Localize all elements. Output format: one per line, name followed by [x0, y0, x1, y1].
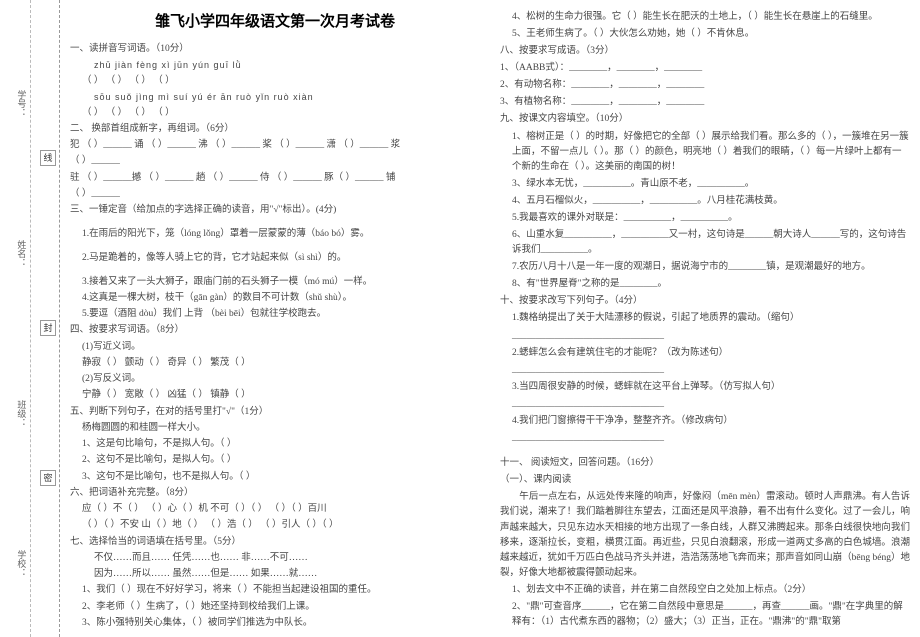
exam-title: 雏飞小学四年级语文第一次月考试卷: [70, 10, 480, 34]
s3-1: 1.在雨后的阳光下，笼（lóng lǒng）罩着一层蒙蒙的薄（báo bó）雾。: [70, 227, 480, 241]
s11-passage: 午后一点左右，从远处传来隆的响声，好像闷（mēn mèn）雷滚动。顿时人声鼎沸。…: [500, 490, 910, 581]
s8-3: 3、有植物名称：________，________，________: [500, 95, 910, 110]
s4-heading: 四、按要求写词语。（8分）: [70, 323, 480, 337]
s1-pinyin-1: zhū jiàn fèng xì jūn yún guī lǜ: [70, 58, 480, 72]
s10-3: 3.当四周很安静的时候，蟋蟀就在这平台上弹琴。（仿写拟人句）: [500, 380, 910, 395]
s11-heading: 十一、 阅读短文，回答问题。（16分）: [500, 456, 910, 471]
s7-opts2: 因为……所以…… 虽然……但是…… 如果……就……: [70, 567, 480, 581]
vlabel-id: 学号：: [14, 90, 28, 117]
s8-2: 2、有动物名称：________，________，________: [500, 78, 910, 93]
s10-2b: ________________________________: [500, 363, 910, 378]
s7-2: 2、李老师（ ）生病了，（ ）她还坚持到校给我们上课。: [70, 600, 480, 614]
s2-line-2: （ ）______: [70, 154, 480, 168]
s6-2: （ ）（ ）不安 山（ ）地（ ） （ ）浩（ ） （ ）引人（ ）（ ）: [70, 518, 480, 532]
s2-heading: 二、 换部首组成新字，再组词。（6分）: [70, 122, 480, 136]
s10-4: 4.我们把门窗擦得干干净净，整整齐齐。（修改病句）: [500, 414, 910, 429]
s5-2: 2、这句不是比喻句，是拟人句。（ ）: [70, 453, 480, 467]
s3-3: 3.接着又来了一头大狮子，跟庙门前的石头狮子一模（mó mú）一样。: [70, 275, 480, 289]
s7-1: 1、我们（ ）现在不好好学习，将来（ ）不能担当起建设祖国的重任。: [70, 583, 480, 597]
s9-3: 3、绿水本无忧，__________。青山原不老，__________。: [500, 177, 910, 192]
vbox-1: 线: [40, 150, 56, 166]
s6-1: 应（ ）不（ ） （ ）心（ ）机 不可（ ）（ ） （ ）（ ）百川: [70, 502, 480, 516]
vlabel-school: 学校：: [14, 550, 28, 577]
page-content: 雏飞小学四年级语文第一次月考试卷 一、读拼音写词语。（10分） zhū jiàn…: [70, 10, 910, 630]
s3-2: 2.马是跪着的，像等人骑上它的背，它才站起来似（sì shì）的。: [70, 251, 480, 265]
s1-pinyin-2: sōu suǒ jìng mì suí yú ér ān ruò yǐn ruò…: [70, 90, 480, 104]
s2-line-4: （ ）______: [70, 187, 480, 201]
s2-line-1: 犯 （ ）______ 诵 （ ）______ 沸 （ ）______ 桨 （ …: [70, 138, 480, 152]
binding-inner-line: [30, 0, 31, 637]
s5-heading: 五、判断下列句子，在对的括号里打"√"（1分）: [70, 405, 480, 419]
s9-8: 8、有"世界屋脊"之称的是________。: [500, 277, 910, 292]
r5: 5、王老师生病了。（ ）大伙怎么劝她，她（ ）不肯休息。: [500, 27, 910, 42]
s7-opts: 不仅……而且…… 任凭……也…… 非……不可……: [70, 551, 480, 565]
s10-1b: ________________________________: [500, 329, 910, 344]
s11-q1: 1、划去文中不正确的读音，并在第二自然段空白之处加上标点。（2分）: [500, 583, 910, 598]
s10-4b: ________________________________: [500, 431, 910, 446]
s5-1: 1、这是句比喻句，不是拟人句。（ ）: [70, 437, 480, 451]
s5-t: 杨梅圆圆的和桂圆一样大小。: [70, 421, 480, 435]
s9-1: 1、榕树正是（ ）的时期，好像把它的全部（ ）展示给我们看。那么多的（ ），一簇…: [500, 130, 910, 175]
right-column: 4、松树的生命力很强。它（ ）能生长在肥沃的土地上，（ ）能生长在悬崖上的石缝里…: [500, 10, 910, 630]
s10-1: 1.魏格纳提出了关于大陆漂移的假说，引起了地质界的震动。（缩句）: [500, 311, 910, 326]
s1-blanks-1: （ ） （ ） （ ） （ ）: [70, 74, 480, 88]
s8-1: 1、（AABB式）：________，________，________: [500, 61, 910, 76]
vbox-3: 密: [40, 470, 56, 486]
s1-blanks-2: （ ） （ ） （ ） （ ）: [70, 106, 480, 120]
s3-5: 5.要逗（酒阻 dòu）我们 上背 （bèi bēi）包就往学校跑去。: [70, 307, 480, 321]
s4-2: (2)写反义词。: [70, 372, 480, 386]
s9-4: 4、五月石榴似火，__________，__________。八月桂花满枝黄。: [500, 194, 910, 209]
s1-heading: 一、读拼音写词语。（10分）: [70, 42, 480, 56]
s9-6: 6、山重水复__________，__________又一村，这句诗是_____…: [500, 228, 910, 258]
s4-1l: 静寂（ ） 颤动（ ） 奇异（ ） 繁茂（ ）: [70, 356, 480, 370]
vlabel-class: 班级：: [14, 400, 28, 427]
s10-3b: ________________________________: [500, 397, 910, 412]
s4-1: (1)写近义词。: [70, 340, 480, 354]
s8-heading: 八、按要求写成语。（3分）: [500, 44, 910, 59]
s7-heading: 七、选择恰当的词语填在括号里。（5分）: [70, 535, 480, 549]
s2-line-3: 驻 （ ）______撼 （ ）______ 趟 （ ）______ 侍 （ ）…: [70, 171, 480, 185]
s9-5: 5.我最喜欢的课外对联是：__________，__________。: [500, 211, 910, 226]
s9-7: 7.农历八月十八是一年一度的观潮日，据说海宁市的________镇，是观潮最好的…: [500, 260, 910, 275]
s11-a: （一）、课内阅读: [500, 473, 910, 488]
r4: 4、松树的生命力很强。它（ ）能生长在肥沃的土地上，（ ）能生长在悬崖上的石缝里…: [500, 10, 910, 25]
vlabel-name: 姓名：: [14, 240, 28, 267]
s11-q2: 2、"鼎"可查音序______，它在第二自然段中意思是______，再查____…: [500, 600, 910, 630]
s5-3: 3、这句不是比喻句，也不是拟人句。（ ）: [70, 470, 480, 484]
s6-heading: 六、把词语补充完整。（8分）: [70, 486, 480, 500]
left-column: 雏飞小学四年级语文第一次月考试卷 一、读拼音写词语。（10分） zhū jiàn…: [70, 10, 480, 630]
s3-heading: 三、一锤定音（给加点的字选择正确的读音，用"√"标出）。(4分): [70, 203, 480, 217]
s3-4: 4.这真是一棵大树，枝干（gān gàn）的数目不可计数（shǔ shù）。: [70, 291, 480, 305]
s10-heading: 十、按要求改写下列句子。（4分）: [500, 294, 910, 309]
s4-2l: 宁静（ ） 宽敞（ ） 凶猛（ ） 镇静（ ）: [70, 388, 480, 402]
s9-heading: 九、按课文内容填空。（10分）: [500, 112, 910, 127]
binding-edge: 学号： 线 姓名： 封 班级： 密 学校：: [0, 0, 60, 637]
vbox-2: 封: [40, 320, 56, 336]
s10-2: 2.蟋蟀怎么会有建筑住宅的才能呢？（改为陈述句）: [500, 346, 910, 361]
s7-3: 3、陈小强特别关心集体，（ ）被同学们推选为中队长。: [70, 616, 480, 630]
